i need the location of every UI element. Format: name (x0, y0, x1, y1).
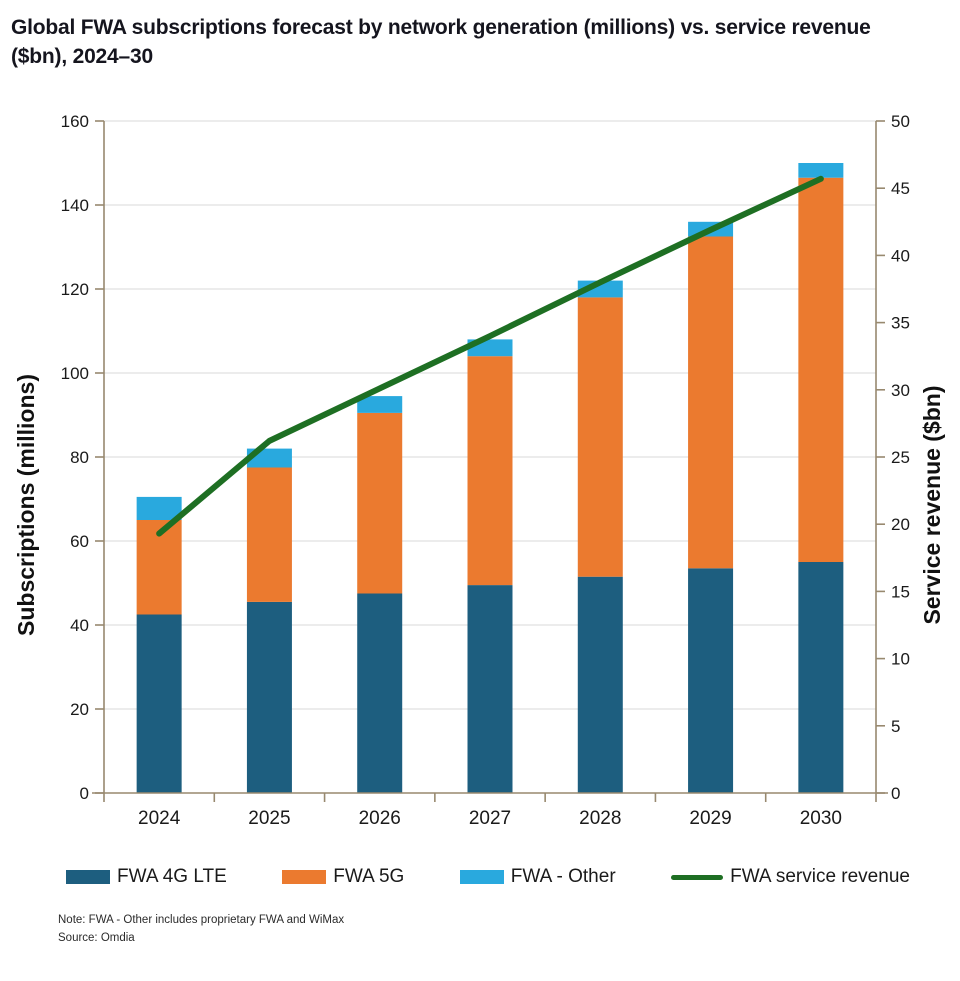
svg-text:20: 20 (891, 515, 910, 534)
svg-text:25: 25 (891, 448, 910, 467)
svg-text:0: 0 (891, 784, 900, 803)
svg-text:2027: 2027 (469, 808, 511, 829)
svg-text:2024: 2024 (138, 808, 181, 829)
left-axis-title: Subscriptions (millions) (13, 374, 39, 636)
svg-text:45: 45 (891, 179, 910, 198)
right-axis-title: Service revenue ($bn) (919, 385, 945, 624)
svg-text:35: 35 (891, 314, 910, 333)
chart-canvas: Subscriptions (millions) Service revenue… (13, 112, 945, 829)
svg-text:40: 40 (70, 616, 89, 635)
svg-text:120: 120 (61, 280, 89, 299)
legend-swatch-fwa-4g-lte-icon (66, 870, 110, 884)
legend-label-fwa-other: FWA - Other (510, 866, 616, 887)
svg-text:2026: 2026 (359, 808, 401, 829)
legend-swatch-fwa-other-icon (459, 870, 504, 884)
legend: FWA 4G LTE FWA 5G FWA - Other FWA servic… (66, 866, 910, 888)
svg-text:30: 30 (891, 381, 910, 400)
svg-text:2028: 2028 (579, 808, 621, 829)
legend-item-service-revenue: FWA service revenue (671, 866, 910, 888)
legend-item-fwa-other: FWA - Other (459, 866, 616, 888)
svg-text:2025: 2025 (248, 808, 290, 829)
svg-text:60: 60 (70, 532, 89, 551)
legend-swatch-fwa-5g-icon (282, 870, 327, 884)
svg-text:10: 10 (891, 650, 910, 669)
svg-text:40: 40 (891, 246, 910, 265)
legend-swatch-service-revenue-icon (671, 874, 724, 880)
svg-text:0: 0 (80, 784, 89, 803)
legend-item-fwa-5g: FWA 5G (282, 866, 404, 888)
source-text: Source: Omdia (58, 931, 135, 944)
svg-text:2030: 2030 (800, 808, 842, 829)
legend-label-service-revenue: FWA service revenue (730, 866, 910, 887)
svg-text:20: 20 (70, 700, 89, 719)
svg-text:5: 5 (891, 717, 900, 736)
svg-text:140: 140 (61, 196, 89, 215)
svg-text:15: 15 (891, 582, 910, 601)
legend-label-fwa-5g: FWA 5G (333, 866, 405, 887)
svg-text:2029: 2029 (689, 808, 731, 829)
svg-text:80: 80 (70, 448, 89, 467)
legend-label-fwa-4g-lte: FWA 4G LTE (117, 866, 227, 887)
chart-title: Global FWA subscriptions forecast by net… (11, 16, 871, 68)
legend-item-fwa-4g-lte: FWA 4G LTE (66, 866, 227, 888)
notes: Note: FWA - Other includes proprietary F… (58, 912, 344, 948)
svg-text:100: 100 (61, 364, 89, 383)
svg-text:160: 160 (61, 112, 89, 131)
note-text: Note: FWA - Other includes proprietary F… (58, 914, 345, 926)
svg-text:50: 50 (891, 112, 910, 131)
